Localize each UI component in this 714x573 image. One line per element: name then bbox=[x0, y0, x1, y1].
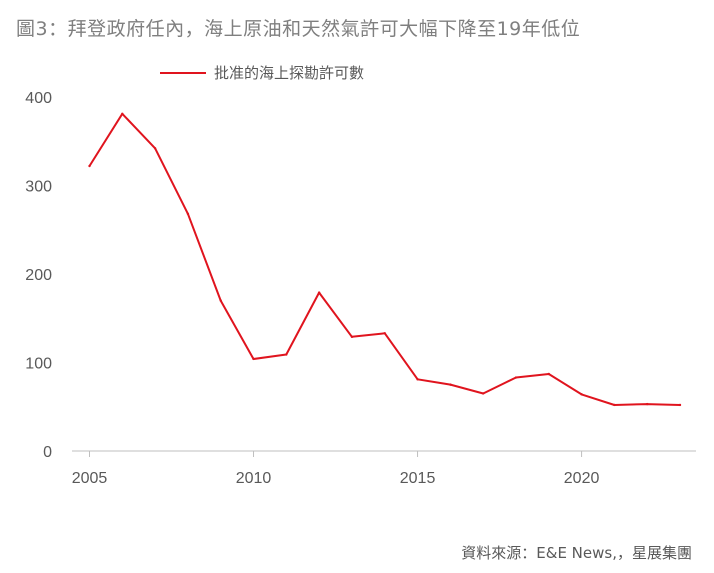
data-point bbox=[219, 299, 222, 302]
data-point bbox=[350, 335, 354, 339]
data-point bbox=[252, 357, 255, 361]
data-point bbox=[383, 332, 386, 335]
y-tick-label: 400 bbox=[25, 90, 52, 107]
data-point bbox=[481, 392, 485, 395]
legend-swatch bbox=[160, 71, 206, 74]
x-tick-labels: 2005 2010 2015 2020 bbox=[72, 451, 600, 487]
legend: 批准的海上探勘許可數 bbox=[160, 62, 364, 83]
y-tick-label: 0 bbox=[43, 444, 52, 461]
data-point bbox=[514, 376, 518, 379]
x-tick-label: 2010 bbox=[236, 470, 272, 487]
x-tick-label: 2020 bbox=[564, 470, 600, 487]
y-tick-labels: 0 100 200 300 400 bbox=[25, 90, 52, 461]
data-point bbox=[645, 402, 649, 406]
data-point bbox=[580, 393, 583, 396]
y-tick-label: 100 bbox=[25, 356, 52, 373]
source-note: 資料來源：E&E News,，星展集團 bbox=[461, 544, 692, 562]
data-point bbox=[416, 378, 419, 381]
data-point bbox=[547, 372, 550, 376]
data-point bbox=[317, 291, 321, 294]
data-point bbox=[121, 112, 124, 116]
y-tick-label: 200 bbox=[25, 267, 52, 284]
legend-label: 批准的海上探勘許可數 bbox=[214, 64, 365, 82]
data-point bbox=[613, 403, 616, 407]
x-tick-label: 2015 bbox=[400, 470, 436, 487]
series-line bbox=[88, 112, 681, 406]
y-tick-label: 300 bbox=[25, 179, 52, 196]
data-point bbox=[88, 164, 91, 168]
data-points bbox=[88, 112, 682, 407]
data-point bbox=[285, 353, 288, 356]
chart-title: 圖3：拜登政府任內，海上原油和天然氣許可大幅下降至19年低位 bbox=[16, 18, 581, 40]
data-point bbox=[153, 147, 157, 150]
data-point bbox=[449, 383, 452, 386]
data-point bbox=[678, 403, 682, 407]
data-point bbox=[186, 212, 190, 216]
x-tick-label: 2005 bbox=[72, 470, 108, 487]
